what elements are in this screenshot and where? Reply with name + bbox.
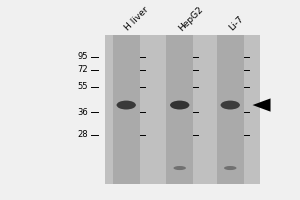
Text: 55: 55 (77, 82, 88, 91)
Ellipse shape (220, 101, 240, 109)
Text: HepG2: HepG2 (177, 5, 205, 33)
Ellipse shape (224, 166, 236, 170)
Bar (105, 35, 260, 184)
Ellipse shape (117, 101, 136, 109)
Text: 72: 72 (77, 65, 88, 74)
Bar (113, 35, 140, 184)
Text: H liver: H liver (123, 5, 151, 33)
Bar (217, 35, 244, 184)
Ellipse shape (173, 166, 186, 170)
Text: Li-7: Li-7 (227, 15, 245, 33)
Text: 28: 28 (77, 130, 88, 139)
Ellipse shape (170, 101, 189, 109)
Text: 95: 95 (77, 52, 88, 61)
Text: 36: 36 (77, 108, 88, 117)
Bar (166, 35, 193, 184)
Polygon shape (253, 98, 271, 112)
